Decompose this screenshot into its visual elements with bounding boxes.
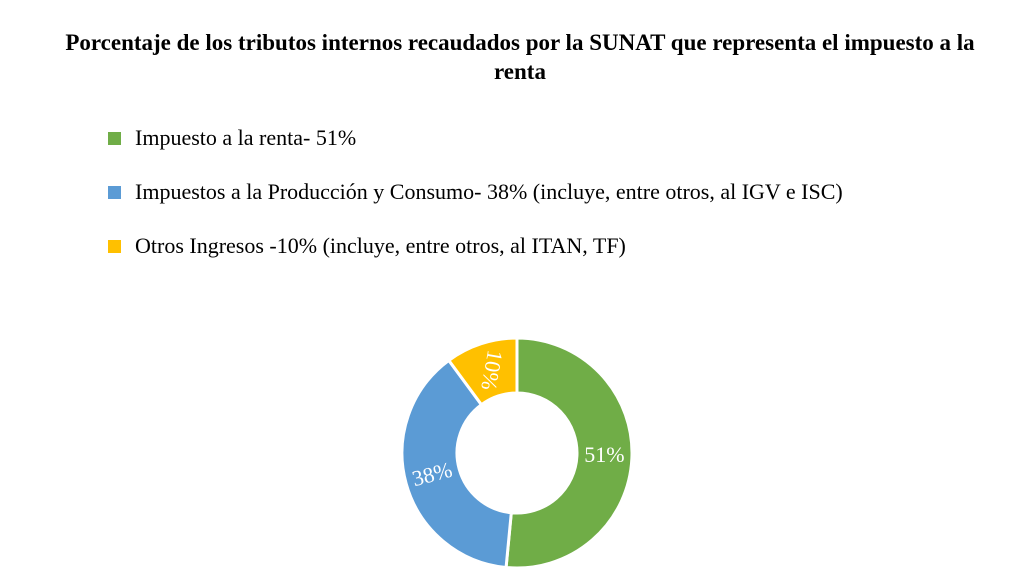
- donut-slice: [400, 358, 513, 570]
- legend: Impuesto a la renta- 51% Impuestos a la P…: [108, 122, 958, 284]
- legend-swatch: [108, 185, 121, 199]
- chart-title: Porcentaje de los tributos internos reca…: [65, 30, 975, 84]
- legend-item: Impuesto a la renta- 51%: [108, 122, 958, 154]
- donut-slice: [446, 336, 519, 407]
- data-label: 51%: [584, 442, 624, 467]
- legend-label: Impuesto a la renta- 51%: [135, 125, 357, 150]
- donut-slice: [504, 336, 634, 570]
- legend-swatch: [108, 239, 121, 253]
- legend-label: Impuestos a la Producción y Consumo- 38%…: [135, 179, 843, 204]
- legend-item: Otros Ingresos -10% (incluye, entre otro…: [108, 230, 958, 262]
- legend-label: Otros Ingresos -10% (incluye, entre otro…: [135, 233, 626, 258]
- legend-swatch: [108, 131, 121, 145]
- legend-item: Impuestos a la Producción y Consumo- 38%…: [108, 176, 958, 208]
